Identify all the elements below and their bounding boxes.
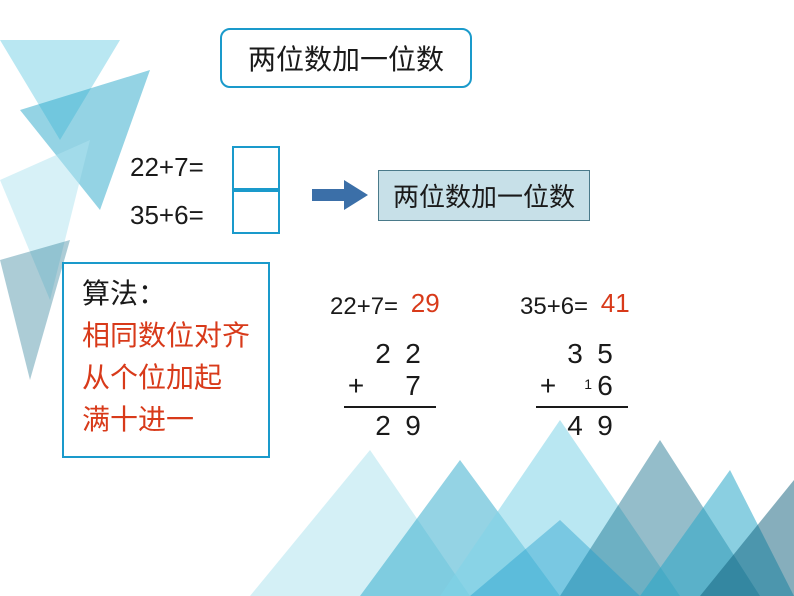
v1-res-tens: 2 [368, 410, 398, 442]
solved-eq-1-text: 22+7= [330, 293, 398, 320]
plus-icon: + [344, 370, 368, 402]
plus-icon: + [536, 370, 560, 402]
method-line-3: 满十进一 [82, 400, 250, 442]
v1-top-ones: 2 [398, 338, 428, 370]
equation-1: 22+7= [130, 152, 204, 183]
equation-2: 35+6= [130, 200, 204, 231]
equation-2-text: 35+6= [130, 200, 204, 230]
v2-add-ones: 6 [590, 370, 620, 402]
equation-1-text: 22+7= [130, 152, 204, 182]
v1-res-ones: 9 [398, 410, 428, 442]
solved-eq-2-ans: 41 [601, 288, 630, 318]
answer-box-1 [232, 146, 280, 190]
v2-top-ones: 5 [590, 338, 620, 370]
v2-res-ones: 9 [590, 410, 620, 442]
solved-eq-1: 22+7= 29 [330, 290, 440, 321]
solved-eq-1-ans: 29 [411, 288, 440, 318]
concept-label: 两位数加一位数 [378, 170, 590, 221]
vertical-calc-1: 2 2 + 7 2 9 [344, 338, 436, 442]
v2-top-tens: 3 [560, 338, 590, 370]
method-line-1: 相同数位对齐 [82, 316, 250, 358]
method-line-2: 从个位加起 [82, 358, 250, 400]
page-title: 两位数加一位数 [220, 28, 472, 88]
arrow-icon [310, 178, 370, 212]
solved-eq-2: 35+6= 41 [520, 290, 630, 321]
method-box: 算法： 相同数位对齐 从个位加起 满十进一 [62, 262, 270, 458]
solved-eq-2-text: 35+6= [520, 293, 588, 320]
v2-res-tens: 4 [560, 410, 590, 442]
v1-top-tens: 2 [368, 338, 398, 370]
method-head: 算法： [82, 274, 250, 316]
v2-carry: 1 [584, 376, 592, 406]
v1-rule [344, 406, 436, 408]
v1-add-ones: 7 [398, 370, 428, 402]
v2-rule [536, 406, 628, 408]
answer-box-2 [232, 190, 280, 234]
vertical-calc-2: 3 5 + 1 6 4 9 [536, 338, 628, 442]
